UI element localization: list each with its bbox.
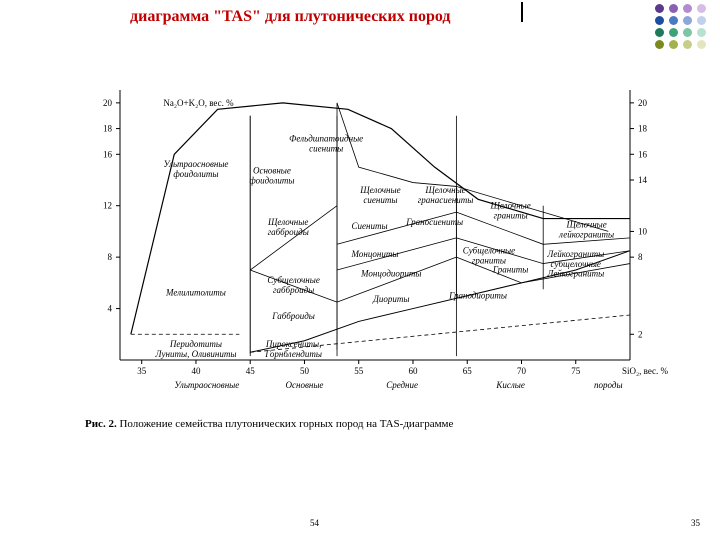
dot <box>683 28 692 37</box>
svg-text:40: 40 <box>191 366 201 376</box>
svg-text:Субщелочные: Субщелочные <box>267 275 319 285</box>
svg-text:18: 18 <box>103 124 113 134</box>
svg-text:50: 50 <box>300 366 310 376</box>
svg-text:20: 20 <box>103 98 113 108</box>
dot <box>697 40 706 49</box>
svg-text:70: 70 <box>517 366 527 376</box>
svg-text:Основные: Основные <box>286 380 324 390</box>
caption-text: Положение семейства плутонических горных… <box>117 418 454 430</box>
svg-text:гранасиениты: гранасиениты <box>418 195 474 205</box>
svg-text:Щелочные: Щелочные <box>424 185 465 195</box>
svg-text:Средние: Средние <box>386 380 418 390</box>
svg-text:SiO₂, вес. %: SiO₂, вес. % <box>622 366 669 376</box>
svg-text:Габброиды: Габброиды <box>271 311 315 321</box>
svg-text:8: 8 <box>108 252 113 262</box>
dot <box>683 16 692 25</box>
svg-text:14: 14 <box>638 175 648 185</box>
dot <box>655 4 664 13</box>
svg-text:8: 8 <box>638 252 643 262</box>
svg-text:граниты: граниты <box>494 210 528 220</box>
svg-text:габброиды: габброиды <box>273 285 314 295</box>
svg-text:75: 75 <box>571 366 581 376</box>
svg-text:Сиениты: Сиениты <box>352 221 388 231</box>
svg-text:Монцониты: Монцониты <box>350 249 398 259</box>
svg-text:16: 16 <box>638 149 648 159</box>
dot <box>669 28 678 37</box>
dot <box>669 16 678 25</box>
svg-text:Лейкограниты: Лейкограниты <box>546 249 604 259</box>
svg-text:фоидолиты: фоидолиты <box>173 169 218 179</box>
svg-text:20: 20 <box>638 98 648 108</box>
svg-text:Диориты: Диориты <box>372 294 409 304</box>
dot <box>683 4 692 13</box>
svg-text:Ультраосновные: Ультраосновные <box>163 159 228 169</box>
svg-text:Субщелочные: Субщелочные <box>463 245 515 255</box>
svg-text:Щелочные: Щелочные <box>359 185 400 195</box>
svg-text:2: 2 <box>638 329 643 339</box>
svg-text:лейкограниты: лейкограниты <box>558 230 614 240</box>
svg-text:Граносиениты: Граносиениты <box>405 217 463 227</box>
svg-text:Пироксениты,: Пироксениты, <box>265 339 322 349</box>
svg-text:Щелочные: Щелочные <box>267 217 308 227</box>
page-number-right: 35 <box>691 518 700 528</box>
svg-text:65: 65 <box>463 366 473 376</box>
text-cursor <box>521 2 523 22</box>
svg-text:Горнблендиты: Горнблендиты <box>264 349 322 359</box>
dot <box>697 28 706 37</box>
tas-chart: 4 8 12 16 18 20 2 8 10 14 16 18 20 35 40 45 50 55 60 65 70 75… <box>80 80 670 445</box>
svg-text:породы: породы <box>594 380 623 390</box>
svg-text:Граниты: Граниты <box>492 265 528 275</box>
svg-text:Щелочные: Щелочные <box>489 200 530 210</box>
dot <box>655 40 664 49</box>
svg-text:45: 45 <box>246 366 256 376</box>
svg-text:Фельдшпатоидные: Фельдшпатоидные <box>289 133 363 143</box>
svg-text:Кислые: Кислые <box>495 380 525 390</box>
caption-bold: Рис. 2. <box>85 418 117 430</box>
svg-text:сиениты: сиениты <box>309 143 343 153</box>
dot <box>697 16 706 25</box>
dot <box>683 40 692 49</box>
page-title: диаграмма "TAS" для плутонических пород <box>130 8 450 26</box>
svg-text:фоидолиты: фоидолиты <box>249 176 294 186</box>
dot <box>655 16 664 25</box>
svg-text:Щелочные: Щелочные <box>565 220 606 230</box>
svg-text:12: 12 <box>103 201 112 211</box>
svg-text:4: 4 <box>108 304 113 314</box>
decorative-dot-grid <box>655 4 708 49</box>
svg-text:Лейкограниты: Лейкограниты <box>546 268 604 278</box>
dot <box>669 40 678 49</box>
svg-text:35: 35 <box>137 366 147 376</box>
svg-text:Перидотиты: Перидотиты <box>169 339 222 349</box>
svg-text:60: 60 <box>408 366 418 376</box>
svg-text:габброиды: габброиды <box>268 227 309 237</box>
svg-text:16: 16 <box>103 149 113 159</box>
svg-text:Луниты, Оливиниты: Луниты, Оливиниты <box>154 349 236 359</box>
svg-text:Монцодиориты: Монцодиориты <box>360 268 421 278</box>
svg-text:55: 55 <box>354 366 364 376</box>
svg-text:сиениты: сиениты <box>363 195 397 205</box>
svg-text:10: 10 <box>638 226 648 236</box>
svg-text:Гранодиориты: Гранодиориты <box>448 290 507 300</box>
figure-caption: Рис. 2. Положение семейства плутонически… <box>85 418 453 430</box>
svg-text:Na₂O+K₂O, вес. %: Na₂O+K₂O, вес. % <box>163 98 234 108</box>
svg-text:18: 18 <box>638 124 648 134</box>
svg-text:Мелилитолиты: Мелилитолиты <box>165 288 226 298</box>
svg-text:Основные: Основные <box>253 166 291 176</box>
chart-svg: 4 8 12 16 18 20 2 8 10 14 16 18 20 35 40 45 50 55 60 65 70 75… <box>80 80 670 410</box>
page-number-left: 54 <box>310 518 319 528</box>
dot <box>669 4 678 13</box>
dot <box>655 28 664 37</box>
dot <box>697 4 706 13</box>
svg-text:Ультраосновные: Ультраосновные <box>174 380 239 390</box>
